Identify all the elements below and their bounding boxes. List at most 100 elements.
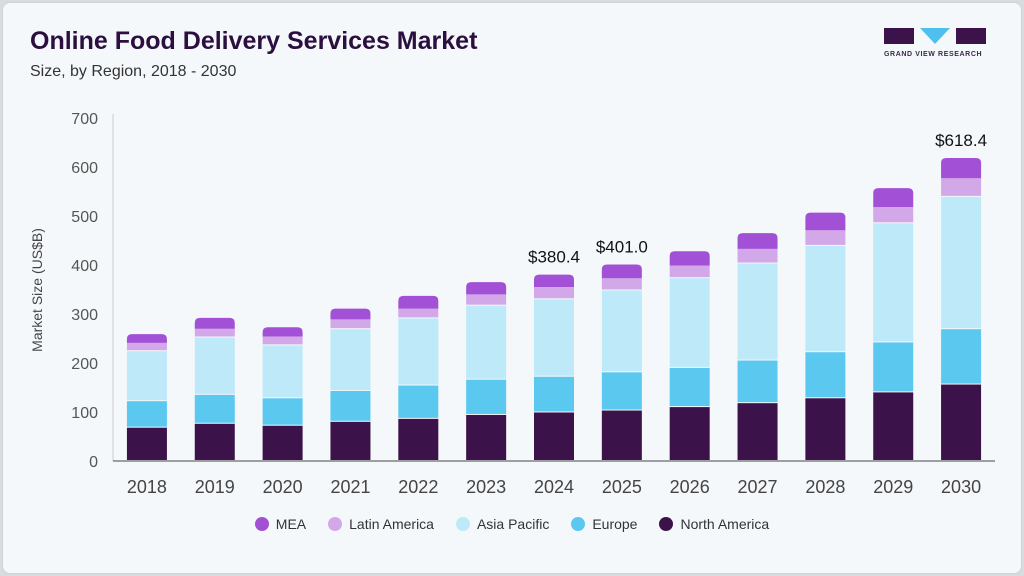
x-tick-label: 2018 [127, 477, 167, 497]
bar-segment-latin-america [466, 294, 507, 305]
bar-segment-latin-america [534, 287, 574, 299]
bar-segment-north-america [466, 414, 507, 460]
data-label-total: $380.4 [528, 248, 580, 267]
bar-segment-mea [805, 212, 846, 231]
bar-segment-north-america [601, 410, 642, 460]
legend-item: Asia Pacific [455, 516, 550, 532]
legend-label: Asia Pacific [476, 516, 550, 532]
bar-segment-mea [262, 327, 303, 337]
bar-segment-asia-pacific [941, 196, 982, 329]
bar-segment-europe [601, 372, 642, 410]
y-tick-label: 300 [71, 307, 98, 324]
chart-subtitle: Size, by Region, 2018 - 2030 [30, 63, 237, 80]
y-tick-label: 200 [71, 356, 98, 373]
bar-segment-mea [398, 295, 439, 309]
bar-segment-europe [194, 394, 235, 423]
bar-segment-asia-pacific [194, 337, 235, 394]
bar-segment-north-america [126, 427, 167, 460]
bar-segment-mea [601, 264, 642, 279]
y-axis-label: Market Size (US$B) [29, 228, 45, 352]
bar-segment-asia-pacific [601, 290, 642, 372]
bar-segment-mea [669, 251, 710, 266]
bar-segment-mea [126, 334, 167, 343]
x-tick-label: 2029 [873, 477, 913, 497]
bar-segment-asia-pacific [873, 223, 914, 342]
bar-segment-north-america [398, 418, 439, 460]
bar-segment-latin-america [737, 248, 778, 263]
chart-title: Online Food Delivery Services Market [30, 27, 478, 55]
bar-segment-north-america [669, 407, 710, 460]
bar-segment-asia-pacific [330, 329, 371, 390]
bar-segment-mea [534, 274, 574, 288]
bar-segment-mea [737, 233, 778, 249]
bar-segment-north-america [737, 403, 778, 460]
x-tick-label: 2019 [195, 477, 235, 497]
bar-segment-asia-pacific [398, 318, 439, 385]
y-tick-label: 0 [89, 454, 98, 471]
bar-segment-mea [941, 157, 982, 179]
bar-segment-europe [330, 390, 371, 421]
bar-segment-north-america [534, 412, 574, 460]
bar-segment-asia-pacific [805, 245, 846, 352]
logo-text: GRAND VIEW RESEARCH [884, 51, 983, 58]
bar-segment-mea [194, 317, 235, 329]
bar-segment-europe [737, 360, 778, 403]
bar-segment-latin-america [873, 207, 914, 223]
bar-segment-north-america [330, 421, 371, 460]
x-tick-label: 2030 [941, 477, 981, 497]
y-tick-label: 100 [71, 405, 98, 422]
bar-segment-latin-america [194, 328, 235, 337]
bar-segment-asia-pacific [262, 345, 303, 398]
x-tick-label: 2020 [263, 477, 303, 497]
bar-segment-europe [873, 342, 914, 392]
legend-item: Europe [571, 516, 637, 532]
bar-segment-north-america [194, 423, 235, 460]
legend-label: Europe [592, 516, 638, 532]
legend: MEA Latin America Asia Pacific Europe North … [0, 516, 1024, 532]
bar-segment-latin-america [398, 308, 439, 318]
grand-view-research-logo: GRAND VIEW RESEARCH [884, 28, 986, 62]
bar-segment-latin-america [669, 265, 710, 278]
x-tick-label: 2026 [670, 477, 710, 497]
legend-item: MEA [254, 516, 307, 532]
bar-segment-asia-pacific [534, 299, 574, 376]
logo-mark-icon [884, 28, 986, 44]
bar-segment-north-america [941, 384, 982, 460]
bar-segment-latin-america [262, 336, 303, 345]
y-tick-label: 500 [71, 209, 98, 226]
bar-segment-north-america [262, 425, 303, 460]
x-tick-label: 2025 [602, 477, 642, 497]
legend-swatch-icon [455, 517, 470, 531]
legend-swatch-icon [571, 517, 586, 531]
data-label-total: $618.4 [935, 131, 987, 150]
x-tick-label: 2027 [738, 477, 778, 497]
legend-swatch-icon [659, 517, 674, 531]
bar-segment-latin-america [941, 178, 982, 196]
x-tick-label: 2022 [398, 477, 438, 497]
bar-segment-europe [262, 398, 303, 425]
bar-segment-latin-america [601, 278, 642, 290]
bar-segment-europe [398, 385, 439, 418]
bar-segment-asia-pacific [669, 278, 710, 367]
bar-segment-north-america [873, 392, 914, 460]
y-tick-label: 700 [71, 111, 98, 128]
bar-segment-mea [873, 188, 914, 208]
bar-segment-europe [941, 329, 982, 384]
bar-segment-mea [466, 282, 507, 295]
legend-label: MEA [275, 516, 307, 532]
legend-swatch-icon [328, 517, 343, 531]
bar-segment-asia-pacific [466, 305, 507, 379]
x-tick-label: 2028 [805, 477, 845, 497]
bar-segment-europe [126, 401, 167, 427]
bar-segment-mea [330, 308, 371, 320]
legend-label: North America [680, 516, 770, 532]
bar-segment-europe [805, 352, 846, 398]
y-tick-label: 400 [71, 258, 98, 275]
bar-segment-asia-pacific [737, 263, 778, 360]
legend-label: Latin America [349, 516, 434, 532]
bar-segment-latin-america [126, 342, 167, 351]
y-tick-label: 600 [71, 160, 98, 177]
data-label-total: $401.0 [596, 238, 648, 257]
